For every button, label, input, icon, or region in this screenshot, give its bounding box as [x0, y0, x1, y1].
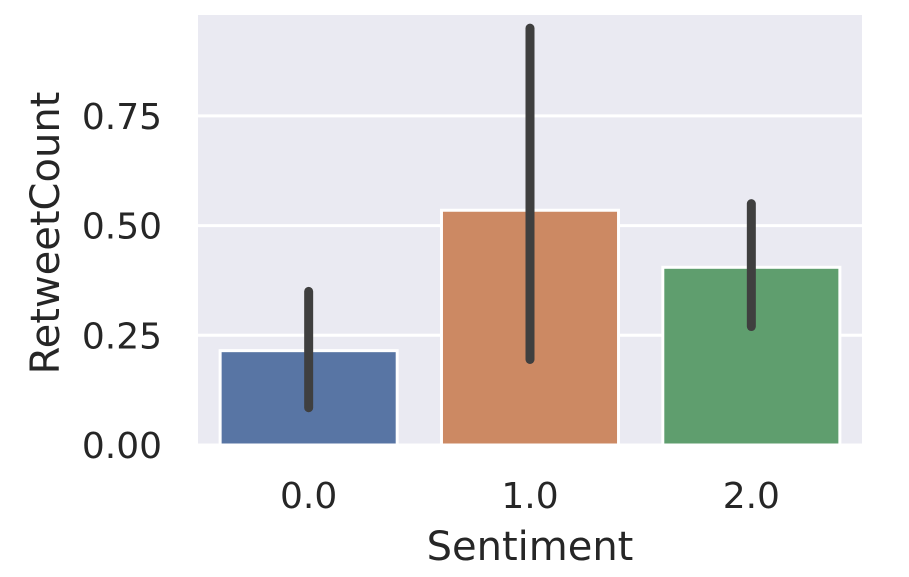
y-tick-labels: 0.00 0.25 0.50 0.75	[82, 97, 162, 467]
x-tick-labels: 0.0 1.0 2.0	[280, 476, 780, 517]
y-tick-label: 0.00	[82, 426, 162, 467]
x-axis-label: Sentiment	[427, 524, 634, 570]
y-tick-label: 0.75	[82, 97, 162, 138]
x-tick-label: 1.0	[501, 476, 558, 517]
y-tick-label: 0.25	[82, 316, 162, 357]
x-tick-label: 2.0	[723, 476, 780, 517]
x-tick-label: 0.0	[280, 476, 337, 517]
y-tick-label: 0.50	[82, 207, 162, 248]
error-bars	[304, 23, 756, 413]
y-axis-label: RetweetCount	[23, 92, 69, 375]
